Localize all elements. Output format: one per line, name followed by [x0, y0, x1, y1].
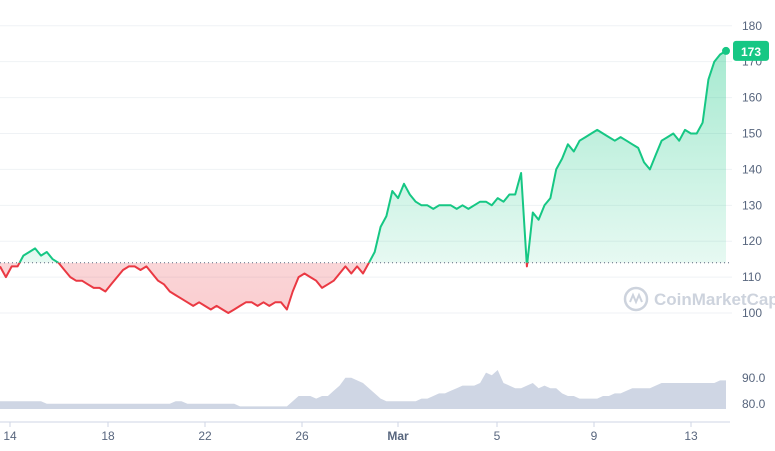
price-tick-label: 110	[742, 270, 761, 284]
volume-tick-label: 80.0	[742, 397, 766, 411]
price-tick-label: 150	[742, 127, 762, 141]
x-tick-label: Mar	[387, 429, 409, 443]
x-tick-label: 18	[101, 429, 115, 443]
price-line-down	[0, 262, 529, 314]
price-tick-label: 100	[742, 306, 762, 320]
price-line-up	[18, 50, 727, 263]
volume-fill	[0, 370, 726, 409]
volume-tick-label: 90.0	[742, 371, 766, 385]
price-area-down	[0, 262, 726, 313]
current-price-label: 173	[741, 45, 761, 59]
x-tick-label: 5	[494, 429, 501, 443]
price-tick-label: 180	[742, 19, 762, 33]
last-point	[722, 46, 730, 55]
price-series	[0, 50, 732, 314]
price-tick-label: 140	[742, 162, 762, 176]
price-tick-label: 160	[742, 91, 762, 105]
watermark: CoinMarketCap	[623, 286, 775, 312]
current-price-marker: 173	[722, 40, 769, 61]
gridlines	[0, 25, 732, 314]
x-tick-label: 13	[684, 429, 698, 443]
x-tick-label: 9	[591, 429, 598, 443]
x-tick-label: 22	[198, 429, 212, 443]
current-price-badge	[733, 40, 769, 61]
x-tick-label: 14	[3, 429, 17, 443]
price-area-up	[19, 50, 726, 263]
volume-area	[0, 370, 726, 409]
price-tick-label: 120	[742, 234, 762, 248]
coinmarketcap-logo-icon	[623, 286, 649, 312]
price-tick-label: 130	[742, 198, 762, 212]
watermark-text: CoinMarketCap	[654, 290, 775, 309]
x-tick-label: 26	[295, 429, 309, 443]
